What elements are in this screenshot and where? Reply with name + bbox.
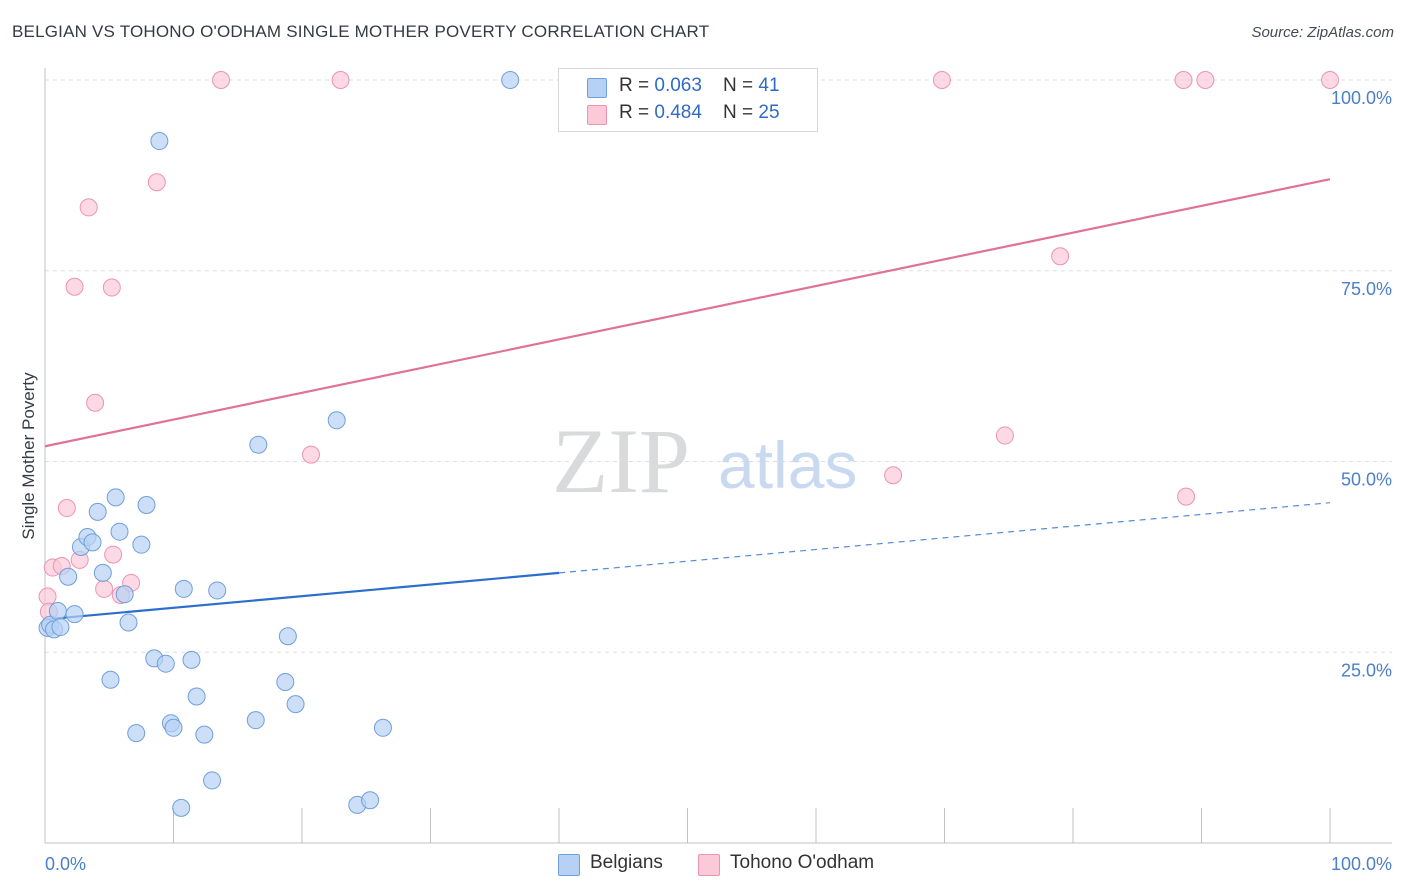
tohono-point [57,499,76,518]
tohono-point [932,71,951,89]
belgians-point [501,71,520,89]
tohono-point [1051,247,1070,266]
belgians-legend-swatch [558,854,580,876]
tohono-point [79,198,98,217]
belgians-point [59,567,78,586]
belgians-point [187,687,206,706]
y-axis-title: Single Mother Poverty [19,372,38,540]
belgians-point [119,613,138,632]
source-label: Source: ZipAtlas.com [1251,24,1394,41]
tohono-legend-label: Tohono O'odham [730,852,875,873]
tohono-point [995,426,1014,445]
y-tick-label: 75.0% [1341,279,1392,299]
grid-layer [45,79,1392,653]
belgians-point [278,627,297,646]
belgians-point [150,132,169,151]
belgians-point [48,602,67,621]
belgians-point [137,495,156,514]
tohono-point [86,393,105,412]
legend-r-value-1: 0.063 [654,75,702,96]
belgians-point [182,650,201,669]
belgians-point [195,725,214,744]
x-tick-label-max: 100.0% [1331,854,1392,874]
belgians-point [115,585,134,604]
legend-n-value-1: 41 [758,75,780,96]
tohono-point [884,466,903,485]
tohono-point [104,545,123,564]
belgians-point [110,522,129,541]
belgians-point [276,673,295,692]
x-tick-label-min: 0.0% [45,854,86,874]
points-layer [38,71,1339,817]
y-tick-label: 25.0% [1341,660,1392,680]
belgians-point [172,798,191,817]
axis-layer [44,68,1392,844]
belgians-point [249,435,268,454]
tohono-point [1321,71,1339,89]
tohono-point [38,587,57,606]
belgians-point [327,411,346,430]
tohono-trend-line [44,178,1331,448]
legend-n-label-1: N = [723,75,759,96]
watermark-zip: ZIP [552,410,690,512]
legend-r-label-2: R = [619,102,655,123]
belgians-point [361,791,380,810]
watermark-atlas: atlas [718,428,857,502]
tohono-point [102,278,121,297]
legend-n-value-2: 25 [758,102,780,123]
belgians-point [83,533,102,552]
belgians-swatch [587,78,607,98]
tohono-point [147,173,166,192]
belgians-point [101,670,120,689]
tohono-point [95,579,114,598]
label-layer: 25.0% 50.0% 75.0% 100.0% 0.0% 100.0% [45,88,1392,874]
stats-legend: R = 0.063 N = 41 R = 0.484 N = 25 [558,68,818,132]
belgians-point [373,718,392,737]
belgians-point [174,579,193,598]
tohono-point [1174,71,1193,89]
belgians-point [51,618,70,637]
belgians-point [93,563,112,582]
belgians-point [88,502,107,521]
belgians-point [106,488,125,507]
belgians-point [127,724,146,743]
tohono-point [301,445,320,464]
belgians-point [246,711,265,730]
chart-title: BELGIAN VS TOHONO O'ODHAM SINGLE MOTHER … [12,22,710,41]
tohono-swatch [587,105,607,125]
y-tick-label: 100.0% [1331,88,1392,108]
tohono-point [1196,71,1215,89]
trend-layer [44,178,1331,621]
belgians-point [156,654,175,673]
legend-r-value-2: 0.484 [654,102,702,123]
legend-r-label-1: R = [619,75,655,96]
tohono-legend-swatch [698,854,720,876]
belgians-trend-line-extrapolated [558,502,1331,574]
belgians-trend-line [44,571,560,621]
tohono-point [331,71,350,89]
belgians-point [286,695,305,714]
belgians-legend-label: Belgians [590,852,663,873]
legend-n-label-2: N = [723,102,759,123]
belgians-point [164,718,183,737]
tohono-point [65,277,84,296]
belgians-point [65,605,84,624]
y-tick-label: 50.0% [1341,470,1392,490]
belgians-point [203,771,222,790]
belgians-point [132,535,151,554]
belgians-point [208,581,227,600]
tohono-point [212,71,231,89]
tohono-point [1177,487,1196,506]
